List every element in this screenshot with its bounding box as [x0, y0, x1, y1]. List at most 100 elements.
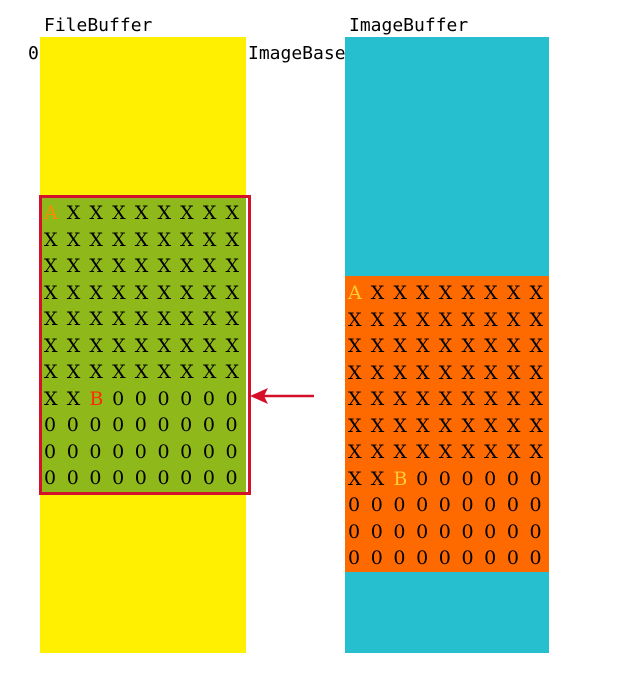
- grid-cell: X: [89, 255, 103, 277]
- grid-cell: 0: [202, 440, 215, 463]
- grid-cell: X: [506, 441, 521, 463]
- grid-cell: 0: [416, 547, 429, 569]
- grid-cell: X: [438, 308, 453, 331]
- grid-cell: X: [134, 202, 149, 224]
- grid-cell: X: [225, 255, 240, 277]
- grid-cell: X: [112, 281, 126, 304]
- grid-cell: 0: [370, 520, 383, 543]
- grid-cell: X: [89, 281, 103, 304]
- grid-cell: 0: [370, 547, 383, 569]
- grid-cell: X: [134, 255, 149, 277]
- grid-cell: X: [180, 228, 194, 251]
- grid-cell: 0: [225, 440, 238, 463]
- image-base-label: ImageBase: [248, 43, 346, 64]
- grid-cell: 0: [202, 387, 215, 410]
- grid-cell: X: [416, 388, 430, 410]
- grid-cell: 0: [506, 547, 519, 569]
- grid-cell: X: [157, 334, 171, 357]
- grid-cell: X: [180, 255, 194, 277]
- grid-cell: 0: [157, 440, 170, 463]
- grid-cell: 0: [89, 414, 102, 436]
- grid-cell: 0: [416, 467, 429, 490]
- grid-cell: X: [416, 361, 430, 384]
- grid-cell: X: [157, 202, 171, 224]
- grid-cell: X: [393, 441, 407, 463]
- grid-cell: 0: [112, 440, 125, 463]
- grid-cell: X: [529, 335, 544, 357]
- grid-cell: X: [370, 282, 385, 304]
- grid-cell: 0: [134, 440, 147, 463]
- grid-cell: X: [348, 467, 362, 490]
- grid-cell: 0: [44, 467, 57, 489]
- grid-cell: X: [225, 202, 240, 224]
- grid-cell: X: [134, 308, 149, 330]
- grid-cell: X: [529, 361, 544, 384]
- grid-cell: X: [348, 441, 362, 463]
- grid-cell: 0: [66, 414, 79, 436]
- grid-cell: X: [180, 202, 194, 224]
- grid-cell: 0: [89, 440, 102, 463]
- grid-cell: 0: [225, 414, 238, 436]
- grid-cell: X: [393, 282, 407, 304]
- grid-cell: X: [393, 388, 407, 410]
- grid-cell: 0: [438, 520, 451, 543]
- grid-cell: 0: [393, 547, 406, 569]
- grid-cell: X: [370, 361, 385, 384]
- grid-cell: 0: [438, 494, 451, 516]
- grid-cell: X: [202, 281, 217, 304]
- grid-cell: X: [66, 281, 81, 304]
- grid-cell: X: [348, 361, 362, 384]
- grid-cell: X: [112, 228, 126, 251]
- grid-cell: A: [348, 282, 362, 304]
- grid-cell: X: [112, 308, 126, 330]
- grid-cell: B: [89, 387, 104, 410]
- grid-cell: X: [89, 334, 103, 357]
- grid-cell: 0: [506, 520, 519, 543]
- grid-cell: 0: [157, 387, 170, 410]
- grid-cell: 0: [66, 467, 79, 489]
- grid-cell: X: [393, 308, 407, 331]
- grid-cell: X: [44, 228, 58, 251]
- grid-cell: X: [484, 388, 498, 410]
- grid-cell: X: [529, 388, 544, 410]
- grid-cell: X: [438, 388, 453, 410]
- grid-cell: 0: [416, 520, 429, 543]
- grid-cell: 0: [202, 467, 215, 489]
- grid-cell: X: [225, 281, 240, 304]
- grid-cell: 0: [506, 467, 519, 490]
- grid-cell: X: [506, 335, 521, 357]
- grid-cell: X: [44, 361, 58, 383]
- grid-cell: 0: [66, 440, 79, 463]
- grid-cell: 0: [484, 467, 497, 490]
- grid-cell: X: [202, 255, 217, 277]
- grid-cell: X: [157, 255, 171, 277]
- grid-cell: X: [225, 228, 240, 251]
- grid-cell: X: [44, 334, 58, 357]
- grid-cell: 0: [157, 414, 170, 436]
- grid-cell: X: [438, 414, 453, 437]
- grid-cell: 0: [180, 467, 193, 489]
- grid-cell: X: [461, 441, 475, 463]
- grid-cell: X: [484, 441, 498, 463]
- grid-cell: 0: [180, 414, 193, 436]
- grid-cell: X: [506, 308, 521, 331]
- grid-cell: X: [370, 388, 385, 410]
- grid-cell: X: [66, 387, 81, 410]
- grid-cell: X: [461, 308, 475, 331]
- grid-cell: X: [438, 282, 453, 304]
- grid-cell: X: [529, 414, 544, 437]
- grid-cell: 0: [461, 467, 474, 490]
- grid-cell: X: [416, 414, 430, 437]
- grid-cell: X: [180, 334, 194, 357]
- grid-cell: X: [348, 308, 362, 331]
- grid-cell: X: [66, 361, 81, 383]
- grid-cell: 0: [438, 547, 451, 569]
- grid-cell: 0: [484, 520, 497, 543]
- grid-cell: 0: [348, 494, 361, 516]
- grid-cell: X: [416, 441, 430, 463]
- grid-cell: 0: [157, 467, 170, 489]
- grid-cell: X: [89, 228, 103, 251]
- grid-cell: X: [157, 308, 171, 330]
- grid-cell: X: [529, 308, 544, 331]
